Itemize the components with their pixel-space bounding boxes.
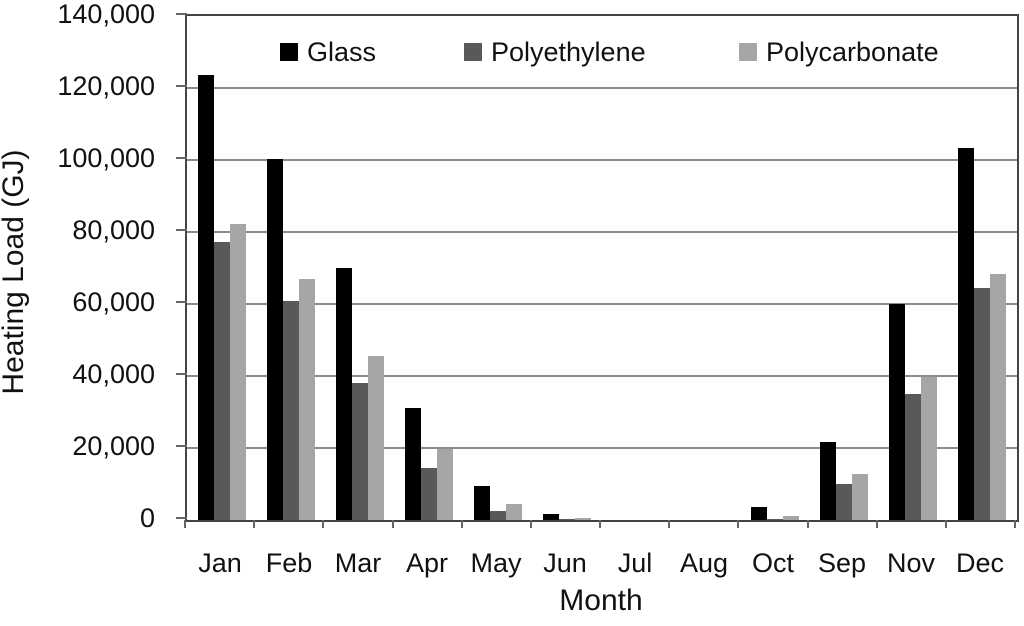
bar-glass-dec <box>958 148 974 520</box>
gridline <box>187 447 1017 449</box>
bar-polyethylene-feb <box>283 301 299 520</box>
x-axis-tick <box>876 520 878 528</box>
gridline <box>187 87 1017 89</box>
bar-polyethylene-oct <box>767 519 783 520</box>
legend-label: Glass <box>307 37 377 67</box>
x-category-label: Jan <box>198 548 242 578</box>
bar-glass-nov <box>889 304 905 520</box>
y-tick-label: 120,000 <box>57 71 155 101</box>
bar-polycarbonate-may <box>506 504 522 520</box>
x-category-label: Feb <box>265 548 313 578</box>
bar-glass-jan <box>198 75 214 520</box>
bar-glass-mar <box>336 268 352 520</box>
x-category-label: Mar <box>334 548 382 578</box>
legend-swatch-polycarbonate-icon <box>739 43 757 61</box>
plot-area <box>185 14 1019 522</box>
y-axis-tick <box>176 13 187 15</box>
bar-polyethylene-nov <box>905 394 921 520</box>
bar-polycarbonate-jun <box>575 518 591 520</box>
bar-polycarbonate-dec <box>990 274 1006 520</box>
legend-label: Polyethylene <box>491 37 646 67</box>
legend-swatch-glass-icon <box>280 43 298 61</box>
bar-polyethylene-may <box>490 511 506 520</box>
bar-polyethylene-sep <box>836 484 852 520</box>
x-category-label: Nov <box>886 548 935 578</box>
x-axis-tick <box>737 520 739 528</box>
gridline <box>187 231 1017 233</box>
legend-item-polycarbonate: Polycarbonate <box>739 36 939 68</box>
x-axis-tick <box>253 520 255 528</box>
y-axis-tick <box>176 85 187 87</box>
bar-polycarbonate-oct <box>783 516 799 520</box>
x-category-label: Aug <box>679 548 729 578</box>
x-axis-tick <box>945 520 947 528</box>
x-axis-tick <box>668 520 670 528</box>
bar-polycarbonate-jan <box>230 224 246 520</box>
y-axis-tick <box>176 301 187 303</box>
bar-polycarbonate-mar <box>368 356 384 520</box>
y-tick-label: 80,000 <box>72 215 155 245</box>
legend-swatch-polyethylene-icon <box>464 43 482 61</box>
bar-polycarbonate-feb <box>299 279 315 520</box>
y-tick-label: 140,000 <box>57 0 155 29</box>
x-axis-tick <box>1014 520 1016 528</box>
y-tick-label: 100,000 <box>57 143 155 173</box>
y-tick-label: 60,000 <box>72 287 155 317</box>
y-axis-tick <box>176 229 187 231</box>
x-axis-tick <box>392 520 394 528</box>
x-category-label: Oct <box>751 548 794 578</box>
x-category-label: Dec <box>955 548 1004 578</box>
x-category-label: May <box>470 548 522 578</box>
x-axis-tick <box>599 520 601 528</box>
bar-polycarbonate-apr <box>437 449 453 520</box>
y-axis-tick <box>176 157 187 159</box>
gridline <box>187 375 1017 377</box>
bar-glass-sep <box>820 442 836 520</box>
x-axis-tick <box>807 520 809 528</box>
x-axis-tick <box>461 520 463 528</box>
bar-glass-apr <box>405 408 421 520</box>
gridline <box>187 303 1017 305</box>
legend-label: Polycarbonate <box>766 37 939 67</box>
x-axis-tick <box>322 520 324 528</box>
bar-polycarbonate-sep <box>852 474 868 520</box>
y-tick-label: 40,000 <box>72 359 155 389</box>
bar-polyethylene-jan <box>214 242 230 520</box>
bar-polyethylene-jun <box>559 519 575 520</box>
y-tick-label: 20,000 <box>72 431 155 461</box>
y-axis-tick <box>176 373 187 375</box>
x-category-label: Jun <box>543 548 587 578</box>
bar-polyethylene-apr <box>421 468 437 520</box>
bar-polyethylene-dec <box>974 288 990 520</box>
bar-polycarbonate-nov <box>921 377 937 520</box>
legend-item-glass: Glass <box>280 36 376 68</box>
bar-glass-may <box>474 486 490 520</box>
y-axis-tick <box>176 517 187 519</box>
gridline <box>187 159 1017 161</box>
bar-glass-jun <box>543 514 559 520</box>
x-category-label: Jul <box>617 548 653 578</box>
x-axis-tick <box>184 520 186 528</box>
bar-glass-feb <box>267 159 283 520</box>
y-axis-tick <box>176 445 187 447</box>
x-axis-title: Month <box>559 584 643 617</box>
x-category-label: Sep <box>817 548 867 578</box>
legend-item-polyethylene: Polyethylene <box>464 36 646 68</box>
x-axis-tick <box>530 520 532 528</box>
bar-glass-oct <box>751 507 767 520</box>
x-category-label: Apr <box>405 548 449 578</box>
y-tick-label: 0 <box>139 503 155 533</box>
bar-polyethylene-mar <box>352 383 368 520</box>
